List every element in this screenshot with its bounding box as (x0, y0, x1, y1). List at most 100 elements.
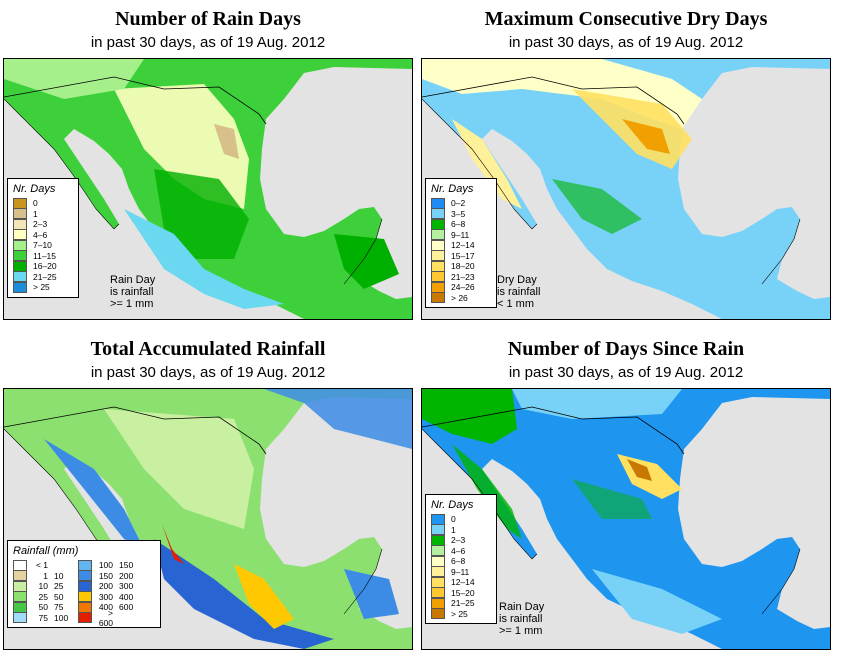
legend-item: 21–23 (431, 271, 491, 283)
legend-range-low: > 600 (98, 607, 113, 628)
legend-label: 21–25 (33, 271, 57, 282)
legend-item: > 600 (78, 608, 135, 628)
panel-dry-days: Maximum Consecutive Dry Days in past 30 … (421, 0, 831, 320)
legend-label: 6–8 (451, 219, 466, 230)
legend-item: 21–25 (431, 597, 491, 609)
legend-title: Nr. Days (431, 499, 474, 511)
legend-label: 0 (451, 514, 456, 525)
legend-item: 300 400 (78, 591, 135, 603)
legend-label: 1 (451, 524, 456, 535)
legend-swatch (13, 208, 27, 220)
legend-item: 50 75 (13, 601, 70, 613)
legend-swatch (13, 281, 27, 293)
legend-swatch (13, 601, 27, 613)
panel-subtitle: in past 30 days, as of 19 Aug. 2012 (508, 364, 744, 381)
legend-swatch (431, 576, 445, 588)
legend-range-high: 300 (119, 581, 134, 592)
legend-item: 4–6 (431, 545, 491, 557)
legend-swatch (13, 229, 27, 241)
definition-note: Rain Day is rainfall >= 1 mm (499, 601, 545, 637)
legend-swatch (13, 260, 27, 272)
legend-swatch (431, 292, 445, 304)
legend-label: 24–26 (451, 282, 475, 293)
legend-swatch (13, 591, 27, 603)
legend-range-high: 100 (54, 612, 69, 623)
legend-item: 16–20 (13, 260, 73, 272)
legend-item: 15–20 (431, 587, 491, 599)
legend-item: 6–8 (431, 555, 491, 567)
legend-item: 21–25 (13, 271, 73, 283)
definition-note: Rain Day is rainfall >= 1 mm (110, 274, 156, 310)
legend-item: 10 25 (13, 580, 70, 592)
legend-range-low: 10 (38, 581, 48, 592)
legend-item: 75 100 (13, 612, 70, 624)
legend-range-low: 400 (98, 602, 113, 613)
land-mass (4, 389, 412, 649)
legend-item: 1 (13, 208, 73, 220)
legend-swatch (78, 601, 92, 613)
legend-item: 3–5 (431, 208, 491, 220)
legend-label: 0–2 (451, 198, 466, 209)
legend-label: 12–14 (451, 577, 475, 588)
legend-swatch (431, 587, 445, 599)
legend-item: > 25 (13, 281, 73, 293)
legend-range-high: 75 (54, 602, 64, 613)
legend-range-high: 200 (119, 570, 134, 581)
legend-item: 4–6 (13, 229, 73, 241)
legend-label: 21–25 (451, 598, 475, 609)
legend-item: 9–11 (431, 229, 491, 241)
legend-swatch (78, 570, 92, 582)
legend-item: 0 (431, 513, 491, 525)
legend-item: 11–15 (13, 250, 73, 262)
legend-swatch (431, 524, 445, 536)
legend-range-high: 150 (119, 560, 134, 571)
legend-label: 4–6 (33, 229, 48, 240)
legend-label: 4–6 (451, 545, 466, 556)
legend-swatch (13, 250, 27, 262)
legend-label: 11–15 (33, 250, 57, 261)
legend-label: 9–11 (451, 566, 470, 577)
legend-swatch (431, 197, 445, 209)
legend-label: 3–5 (451, 208, 466, 219)
legend-swatch (431, 208, 445, 220)
legend-dry-days: Nr. Days 0–2 3–5 6–8 9–11 12–14 15–17 18–20 21–… (425, 178, 497, 308)
legend-swatch (431, 534, 445, 546)
legend-swatch (13, 218, 27, 230)
legend-label: 12–14 (451, 240, 475, 251)
legend-swatch (13, 239, 27, 251)
legend-swatch (13, 197, 27, 209)
legend-title: Nr. Days (431, 183, 474, 195)
legend-rainfall: Rainfall (mm) < 1 1 10 10 25 25 50 50 75 75 100 10… (7, 540, 161, 628)
legend-range-low: 1 (43, 570, 48, 581)
legend-title: Rainfall (mm) (13, 545, 79, 557)
legend-swatch (78, 559, 92, 571)
panel-title: Number of Days Since Rain (507, 338, 745, 360)
legend-label: > 25 (451, 608, 468, 619)
legend-label: 1 (33, 208, 38, 219)
legend-item: > 25 (431, 608, 491, 620)
legend-label: 7–10 (33, 240, 52, 251)
legend-swatch (431, 260, 445, 272)
legend-range-high: 10 (54, 570, 64, 581)
legend-label: > 25 (33, 282, 50, 293)
legend-columns: < 1 1 10 10 25 25 50 50 75 75 100 100 150 150 200 200 3… (13, 559, 155, 628)
legend-items: 0 1 2–3 4–6 7–10 11–15 16–20 21–25 > 25 (13, 197, 73, 293)
legend-swatch (13, 612, 27, 624)
legend-range-low: 75 (38, 612, 48, 623)
legend-range-low: 150 (98, 570, 113, 581)
legend-swatch (431, 229, 445, 241)
panel-subtitle: in past 30 days, as of 19 Aug. 2012 (90, 364, 326, 381)
legend-swatch (78, 591, 92, 603)
legend-item: 1 10 (13, 570, 70, 582)
panel-total-rainfall: Total Accumulated Rainfall in past 30 da… (3, 330, 413, 650)
land-mass (422, 59, 830, 319)
legend-swatch (78, 580, 92, 592)
panel-title: Maximum Consecutive Dry Days (484, 8, 768, 30)
legend-range-high: 600 (119, 602, 134, 613)
panel-rain-days: Number of Rain Days in past 30 days, as … (3, 0, 413, 320)
legend-label: 18–20 (451, 261, 475, 272)
legend-item: 150 200 (78, 570, 135, 582)
legend-item: 15–17 (431, 250, 491, 262)
legend-swatch (13, 559, 27, 571)
legend-swatch (431, 281, 445, 293)
